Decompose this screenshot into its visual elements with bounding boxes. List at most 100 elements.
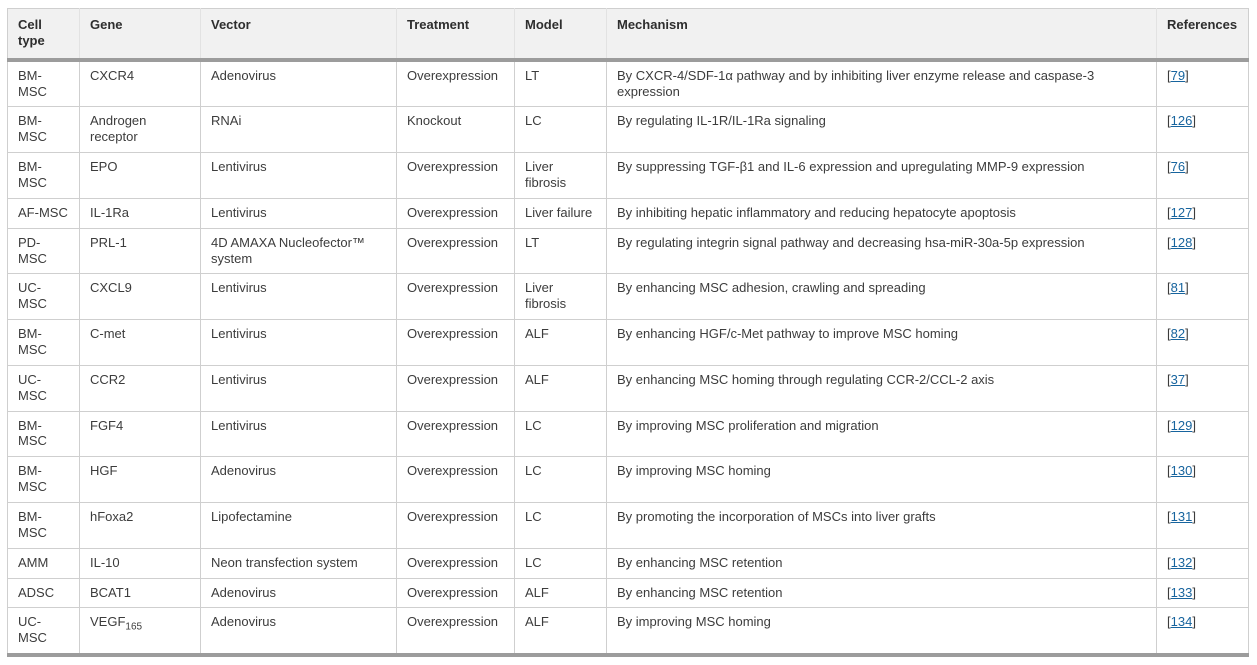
cell-references: [133]: [1156, 577, 1249, 609]
cell-vector: Adenovirus: [200, 59, 397, 108]
cell-vector: Lentivirus: [200, 197, 397, 229]
cell-references: [131]: [1156, 502, 1249, 549]
reference-link[interactable]: 128: [1170, 234, 1193, 250]
cell-cell-type: ADSC: [7, 577, 80, 609]
cell-gene: CCR2: [79, 364, 201, 412]
cell-gene: FGF4: [79, 410, 201, 458]
cell-treatment: Overexpression: [396, 152, 515, 199]
cell-references: [81]: [1156, 273, 1249, 321]
cell-model: LC: [514, 456, 607, 504]
cell-treatment: Overexpression: [396, 273, 515, 321]
table-row: BM-MSC Androgen receptor RNAi Knockout LC By …: [7, 106, 1249, 154]
reference-link[interactable]: 76: [1170, 159, 1186, 175]
cell-mechanism: By CXCR-4/SDF-1α pathway and by inhibiti…: [606, 59, 1157, 108]
cell-references: [76]: [1156, 152, 1249, 199]
column-header-mechanism: Mechanism: [606, 8, 1157, 62]
cell-gene: C-met: [79, 319, 201, 366]
cell-vector: Lentivirus: [200, 152, 397, 199]
cell-mechanism: By improving MSC homing: [606, 456, 1157, 504]
cell-model: LC: [514, 502, 607, 549]
table-row: BM-MSC FGF4 Lentivirus Overexpression LC By i…: [7, 410, 1249, 458]
cell-vector: Lentivirus: [200, 273, 397, 321]
cell-cell-type: AF-MSC: [7, 197, 80, 229]
cell-references: [134]: [1156, 607, 1249, 656]
column-header-gene: Gene: [79, 8, 201, 62]
table-row: AF-MSC IL-1Ra Lentivirus Overexpression Live…: [7, 197, 1249, 229]
cell-vector: RNAi: [200, 106, 397, 154]
cell-mechanism: By enhancing HGF/c-Met pathway to improv…: [606, 319, 1157, 366]
cell-cell-type: BM-MSC: [7, 502, 80, 549]
cell-treatment: Overexpression: [396, 364, 515, 412]
column-header-references: References: [1156, 8, 1249, 62]
cell-mechanism: By enhancing MSC homing through regulati…: [606, 364, 1157, 412]
cell-gene: CXCL9: [79, 273, 201, 321]
cell-cell-type: UC-MSC: [7, 364, 80, 412]
cell-references: [127]: [1156, 197, 1249, 229]
reference-link[interactable]: 132: [1170, 554, 1193, 570]
cell-treatment: Knockout: [396, 106, 515, 154]
cell-gene: PRL-1: [79, 227, 201, 275]
reference-link[interactable]: 82: [1170, 326, 1186, 342]
cell-model: LC: [514, 106, 607, 154]
table-row: UC-MSC VEGF165 Adenovirus Overexpression ALF…: [7, 607, 1249, 656]
cell-vector: Adenovirus: [200, 456, 397, 504]
cell-cell-type: AMM: [7, 547, 80, 579]
cell-references: [129]: [1156, 410, 1249, 458]
cell-gene: hFoxa2: [79, 502, 201, 549]
cell-gene: IL-1Ra: [79, 197, 201, 229]
cell-mechanism: By improving MSC proliferation and migra…: [606, 410, 1157, 458]
cell-gene: IL-10: [79, 547, 201, 579]
table-row: BM-MSC CXCR4 Adenovirus Overexpression LT By …: [7, 59, 1249, 108]
cell-cell-type: UC-MSC: [7, 273, 80, 321]
table-row: ADSC BCAT1 Adenovirus Overexpression ALF By e…: [7, 577, 1249, 609]
table-body: BM-MSC CXCR4 Adenovirus Overexpression LT By …: [7, 59, 1249, 656]
cell-mechanism: By suppressing TGF-β1 and IL-6 expressio…: [606, 152, 1157, 199]
cell-model: ALF: [514, 607, 607, 656]
table-row: BM-MSC EPO Lentivirus Overexpression Liver f…: [7, 152, 1249, 199]
cell-vector: Lipofectamine: [200, 502, 397, 549]
column-header-treatment: Treatment: [396, 8, 515, 62]
cell-mechanism: By improving MSC homing: [606, 607, 1157, 656]
cell-treatment: Overexpression: [396, 456, 515, 504]
cell-treatment: Overexpression: [396, 227, 515, 275]
cell-vector: Neon transfection system: [200, 547, 397, 579]
cell-mechanism: By enhancing MSC retention: [606, 577, 1157, 609]
reference-link[interactable]: 129: [1170, 417, 1193, 433]
gene-modified-msc-table: Cell type Gene Vector Treatment Model Me…: [7, 8, 1249, 658]
cell-vector: Adenovirus: [200, 607, 397, 656]
table-row: AMM IL-10 Neon transfection system Overexpr…: [7, 547, 1249, 579]
cell-mechanism: By promoting the incorporation of MSCs i…: [606, 502, 1157, 549]
cell-model: LC: [514, 547, 607, 579]
cell-mechanism: By regulating integrin signal pathway an…: [606, 227, 1157, 275]
reference-link[interactable]: 127: [1170, 204, 1193, 220]
cell-cell-type: BM-MSC: [7, 59, 80, 108]
cell-cell-type: UC-MSC: [7, 607, 80, 656]
cell-cell-type: BM-MSC: [7, 456, 80, 504]
table-row: PD-MSC PRL-1 4D AMAXA Nucleofector™ system…: [7, 227, 1249, 275]
cell-vector: 4D AMAXA Nucleofector™ system: [200, 227, 397, 275]
cell-gene: CXCR4: [79, 59, 201, 108]
reference-link[interactable]: 130: [1170, 463, 1193, 479]
cell-treatment: Overexpression: [396, 547, 515, 579]
reference-link[interactable]: 134: [1170, 614, 1193, 630]
reference-link[interactable]: 79: [1170, 67, 1186, 83]
cell-vector: Adenovirus: [200, 577, 397, 609]
cell-mechanism: By regulating IL-1R/IL-1Ra signaling: [606, 106, 1157, 154]
column-header-cell-type: Cell type: [7, 8, 80, 62]
cell-model: Liver failure: [514, 197, 607, 229]
cell-mechanism: By enhancing MSC adhesion, crawling and …: [606, 273, 1157, 321]
reference-link[interactable]: 126: [1170, 113, 1193, 129]
reference-link[interactable]: 133: [1170, 584, 1193, 600]
cell-vector: Lentivirus: [200, 364, 397, 412]
reference-link[interactable]: 81: [1170, 280, 1186, 296]
cell-gene: VEGF165: [79, 607, 201, 656]
cell-gene: Androgen receptor: [79, 106, 201, 154]
reference-link[interactable]: 131: [1170, 509, 1193, 525]
reference-link[interactable]: 37: [1170, 371, 1186, 387]
table-row: UC-MSC CCR2 Lentivirus Overexpression ALF By …: [7, 364, 1249, 412]
column-header-model: Model: [514, 8, 607, 62]
cell-treatment: Overexpression: [396, 410, 515, 458]
table-row: BM-MSC hFoxa2 Lipofectamine Overexpression L…: [7, 502, 1249, 549]
cell-treatment: Overexpression: [396, 607, 515, 656]
